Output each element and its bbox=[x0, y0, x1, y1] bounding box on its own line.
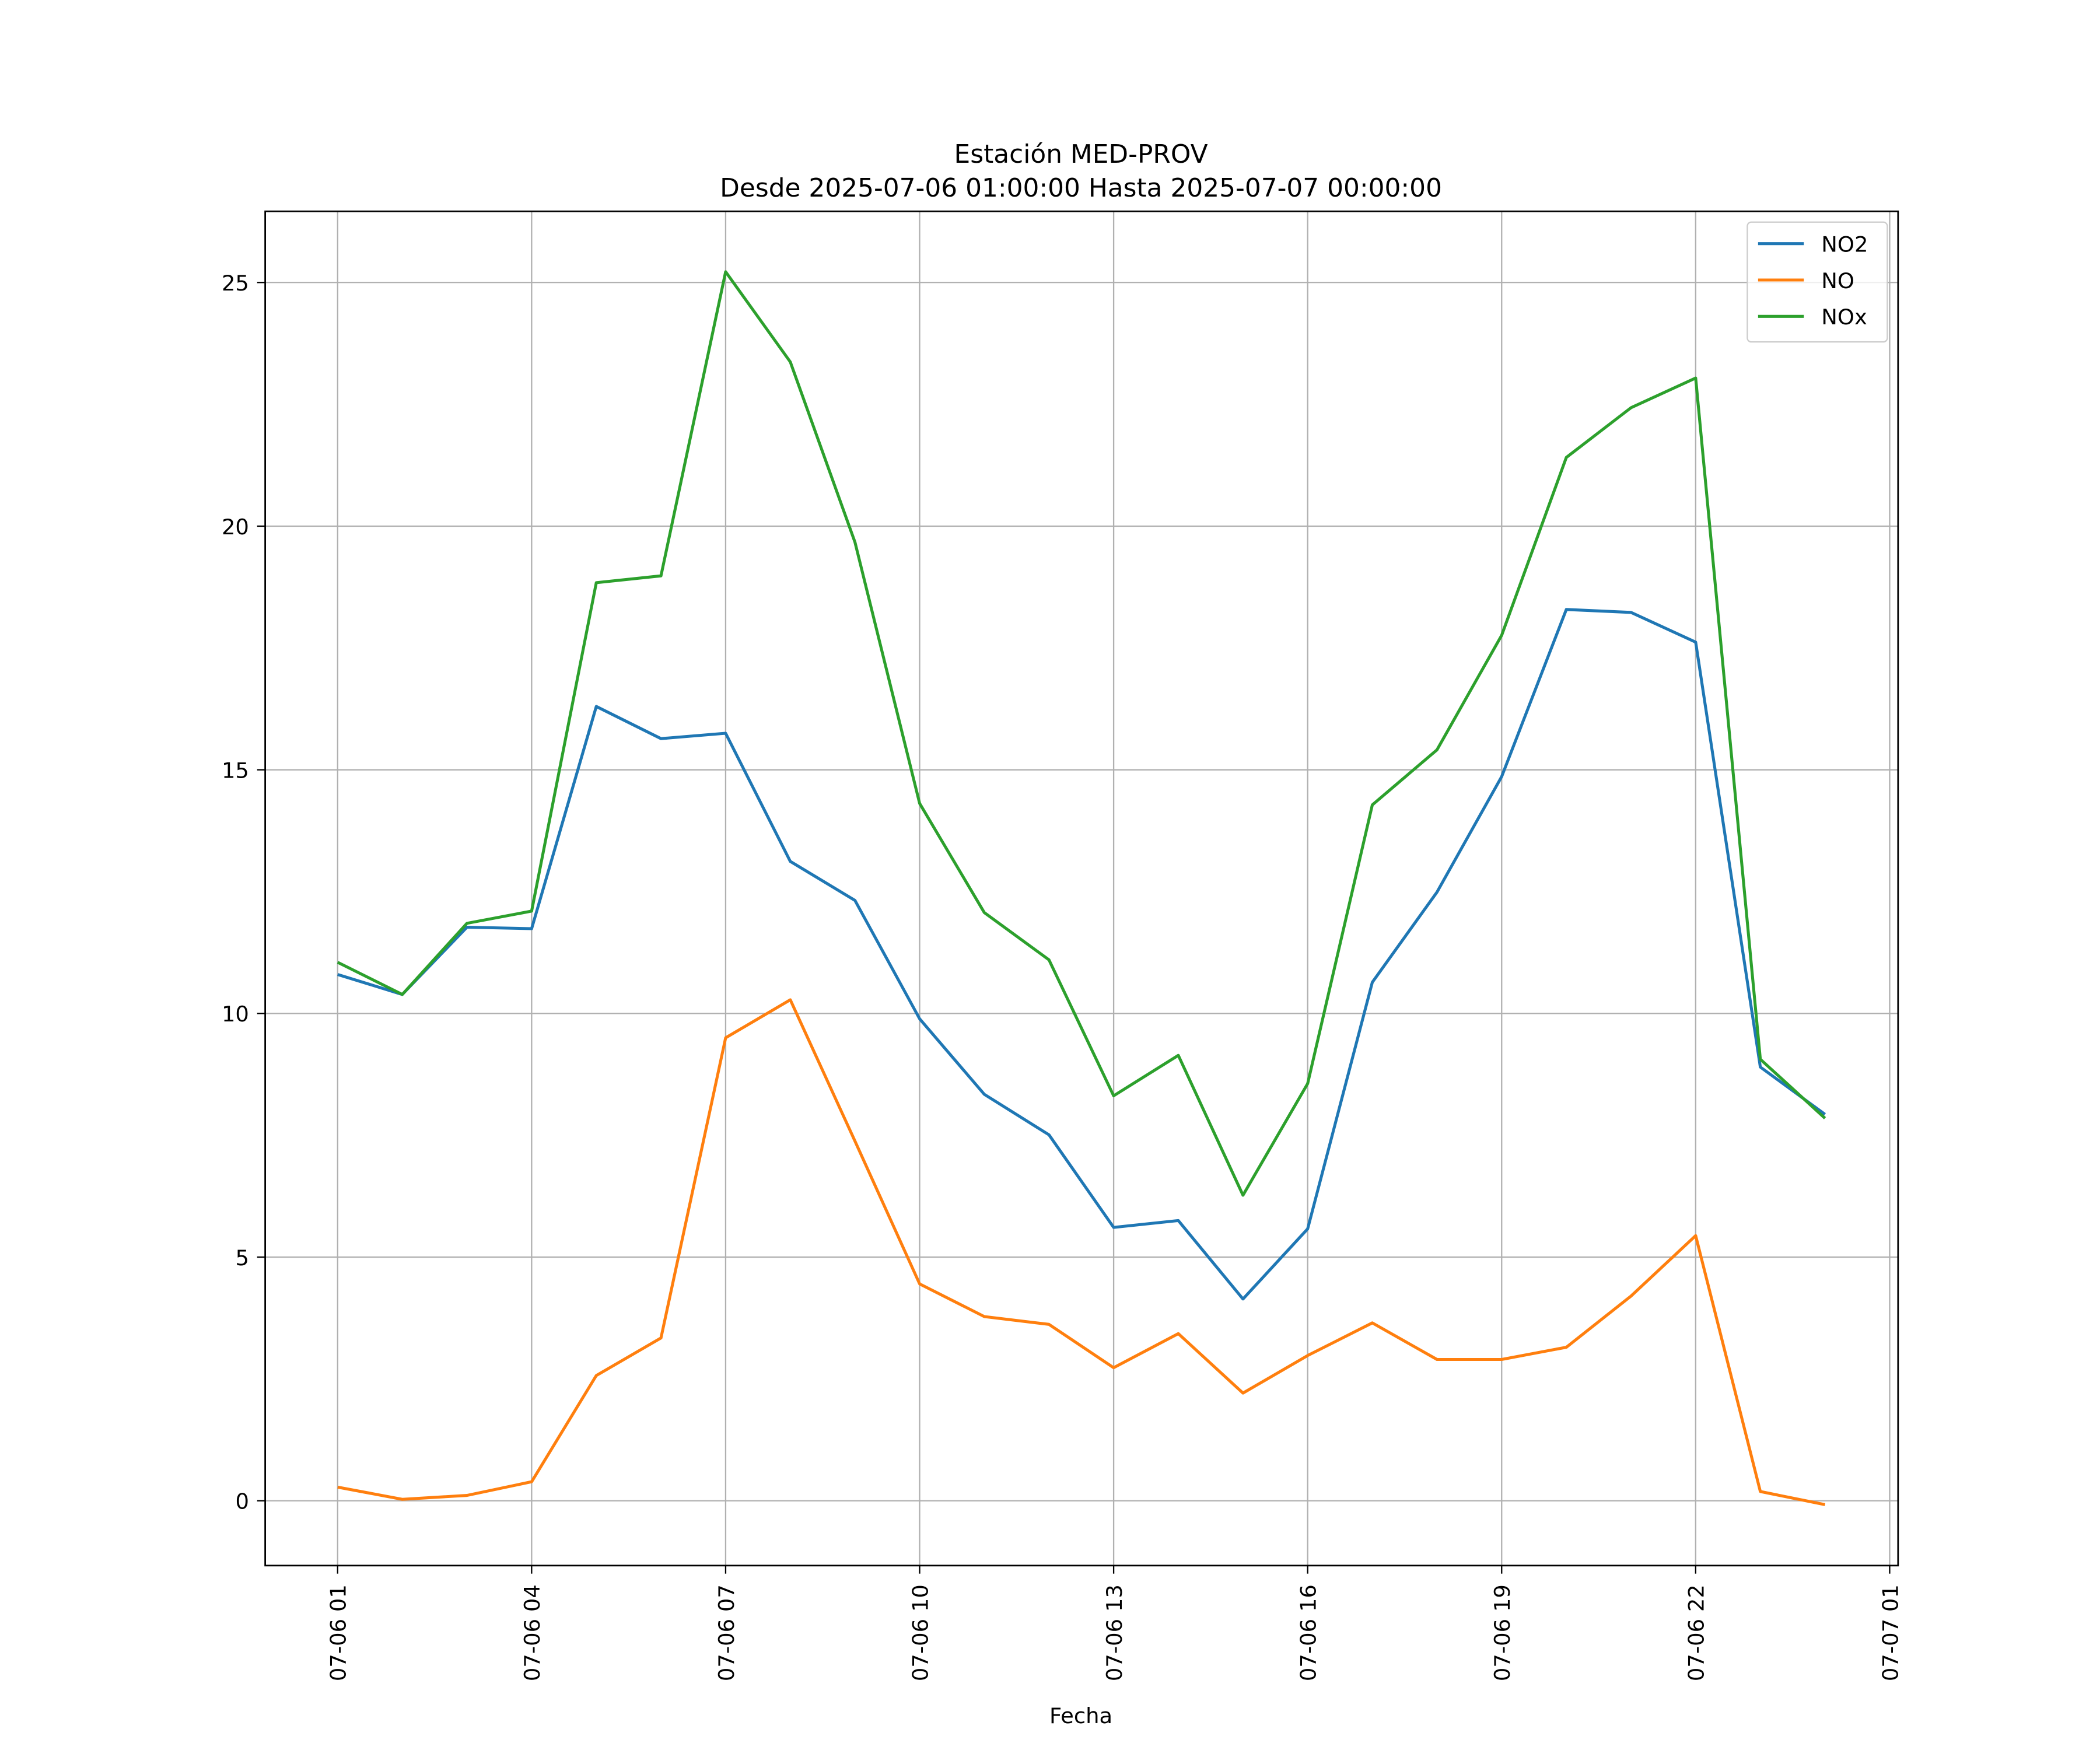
x-tick-label: 07-06 07 bbox=[714, 1584, 739, 1681]
chart-title: Estación MED-PROV bbox=[954, 139, 1208, 169]
x-axis-label: Fecha bbox=[1049, 1703, 1112, 1728]
x-tick-label: 07-06 10 bbox=[908, 1584, 933, 1681]
x-tick-label: 07-06 13 bbox=[1102, 1584, 1127, 1681]
legend-box bbox=[1746, 221, 1888, 343]
chart-subtitle: Desde 2025-07-06 01:00:00 Hasta 2025-07-… bbox=[720, 173, 1442, 203]
x-tick-label: 07-07 01 bbox=[1878, 1584, 1903, 1681]
y-tick-label: 5 bbox=[235, 1245, 249, 1270]
x-tick-label: 07-06 01 bbox=[326, 1584, 351, 1681]
x-tick-label: 07-06 04 bbox=[520, 1584, 545, 1681]
series-line-no2 bbox=[337, 608, 1826, 1301]
y-tick-label: 15 bbox=[222, 758, 249, 783]
legend-label-no: NO bbox=[1821, 268, 1854, 293]
x-tick-label: 07-06 19 bbox=[1490, 1584, 1515, 1681]
y-tick-label: 20 bbox=[222, 514, 249, 540]
series-line-nox bbox=[337, 270, 1826, 1197]
plot-frame bbox=[264, 210, 1899, 1567]
y-tick-label: 0 bbox=[235, 1489, 249, 1514]
y-tick-label: 10 bbox=[222, 1002, 249, 1027]
legend: NO2 NO NOx bbox=[1746, 221, 1888, 343]
legend-label-no2: NO2 bbox=[1821, 232, 1868, 257]
series-line-no bbox=[337, 998, 1826, 1506]
y-tick-label: 25 bbox=[222, 271, 249, 296]
x-tick-label: 07-06 22 bbox=[1684, 1584, 1709, 1681]
x-tick-label: 07-06 16 bbox=[1296, 1584, 1321, 1681]
legend-label-nox: NOx bbox=[1821, 304, 1867, 330]
